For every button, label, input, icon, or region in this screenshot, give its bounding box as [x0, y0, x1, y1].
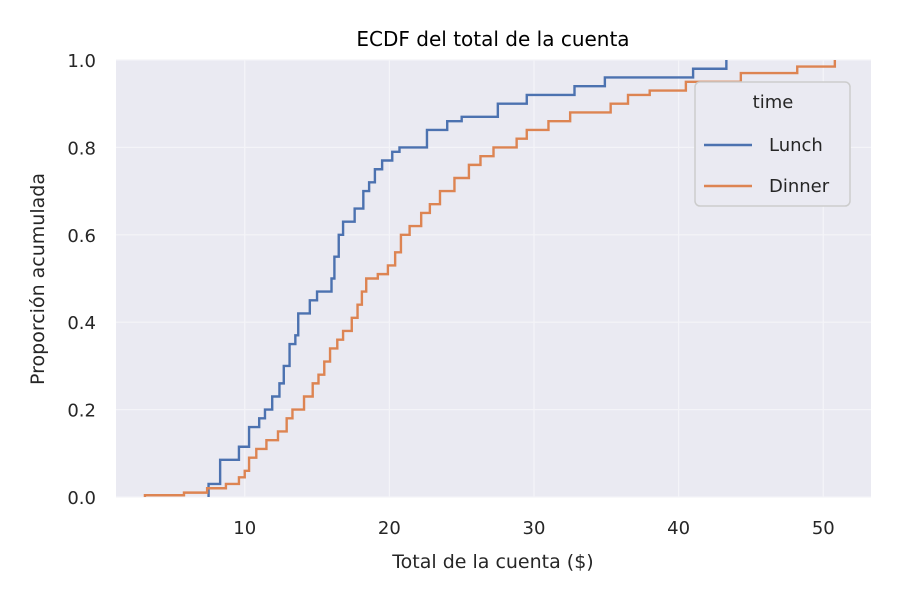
y-tick-label: 0.0: [67, 488, 96, 509]
legend-box: [694, 81, 851, 207]
y-axis-ticks: 0.0 0.2 0.4 0.6 0.8 1.0: [67, 51, 96, 509]
x-tick-label: 20: [378, 518, 401, 539]
x-tick-label: 10: [233, 518, 256, 539]
y-tick-label: 0.4: [67, 313, 96, 334]
legend-title: time: [753, 92, 794, 113]
chart-title: ECDF del total de la cuenta: [356, 27, 629, 51]
y-tick-label: 0.8: [67, 138, 96, 159]
x-tick-label: 40: [667, 518, 690, 539]
ecdf-lines: [143, 60, 837, 497]
legend-label-lunch: Lunch: [769, 135, 823, 156]
y-tick-label: 0.2: [67, 401, 96, 422]
y-tick-label: 0.6: [67, 226, 96, 247]
ecdf-line-dinner: [143, 60, 837, 497]
legend: time Lunch Dinner: [694, 81, 851, 207]
x-axis-ticks: 10 20 30 40 50: [233, 518, 834, 539]
legend-label-dinner: Dinner: [769, 176, 830, 197]
x-axis-label: Total de la cuenta ($): [391, 551, 593, 573]
ecdf-line-lunch: [207, 60, 728, 497]
y-axis-label: Proporción acumulada: [27, 173, 49, 385]
x-tick-label: 30: [523, 518, 546, 539]
x-tick-label: 50: [812, 518, 835, 539]
y-tick-label: 1.0: [67, 51, 96, 72]
